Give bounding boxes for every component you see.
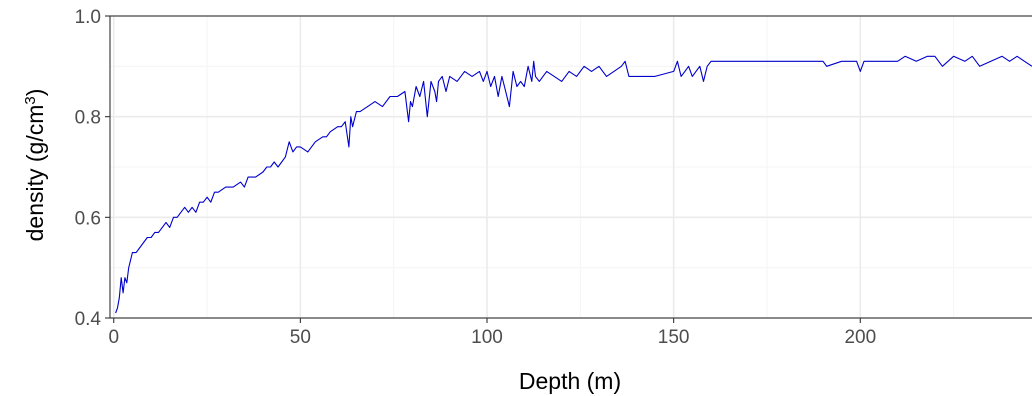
x-tick-label: 150 xyxy=(658,327,690,348)
x-tick-label: 0 xyxy=(108,327,119,348)
y-tick-label: 1.0 xyxy=(75,7,101,28)
y-axis-ticks: 0.4 0.6 0.8 1.0 xyxy=(75,7,110,330)
y-tick-label: 0.6 xyxy=(75,208,101,229)
minor-gridlines xyxy=(110,16,1032,318)
y-tick-label: 0.8 xyxy=(75,108,101,129)
y-axis-title-suffix: ) xyxy=(22,89,48,97)
density-series-line xyxy=(115,55,1032,314)
x-tick-label: 100 xyxy=(471,327,503,348)
x-axis-ticks: 0 50 100 150 200 xyxy=(108,318,876,348)
y-axis-title-main: density (g/cm xyxy=(22,105,48,242)
y-tick-label: 0.4 xyxy=(75,309,102,330)
y-axis-title-superscript: 3 xyxy=(22,96,39,104)
x-tick-label: 50 xyxy=(290,327,311,348)
x-tick-label: 200 xyxy=(844,327,876,348)
x-axis-title: Depth (m) xyxy=(519,368,621,394)
y-axis-title: density (g/cm3) xyxy=(22,89,48,242)
panel-border xyxy=(109,15,1032,319)
